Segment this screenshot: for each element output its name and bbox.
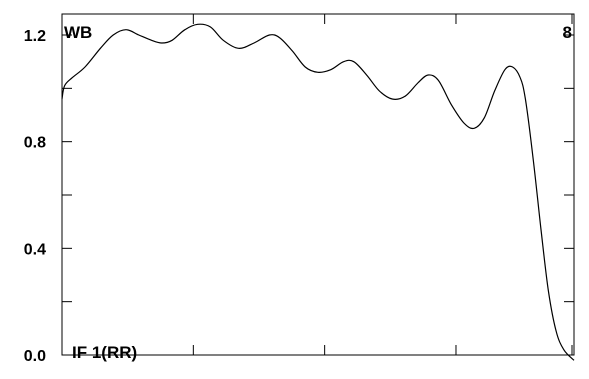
- annotation-top-right: 8: [563, 23, 572, 42]
- annotation-bottom-left: IF 1(RR): [72, 343, 137, 362]
- plot-frame: [61, 13, 575, 356]
- y-tick-label: 0.0: [24, 348, 46, 365]
- y-tick-label: 0.4: [24, 241, 46, 258]
- y-tick-labels: 1.2 0.8 0.4 0.0: [24, 28, 46, 365]
- y-tick-label: 1.2: [24, 28, 46, 45]
- annotation-top-left: WB: [64, 23, 92, 42]
- series-line: [61, 23, 575, 361]
- y-tick-label: 0.8: [24, 135, 46, 152]
- axis-ticks: [62, 14, 574, 356]
